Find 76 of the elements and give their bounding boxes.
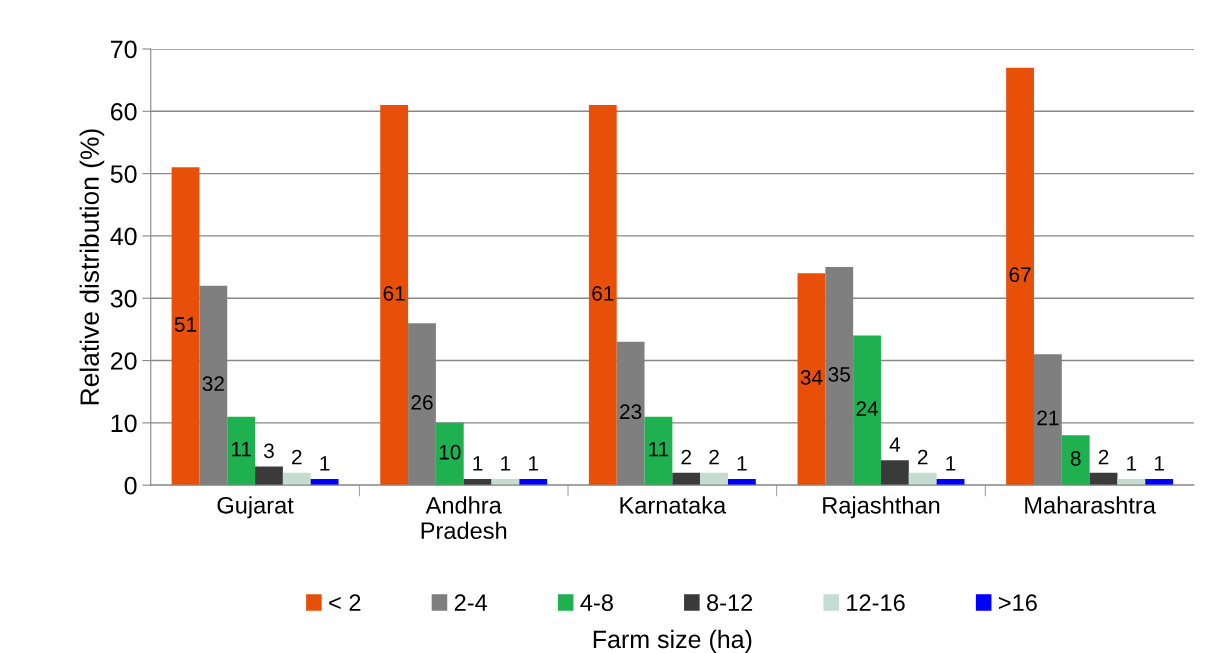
bar: [435, 422, 464, 486]
data-label: 67: [1009, 267, 1031, 283]
x-tick-label: Karnataka: [620, 496, 727, 514]
y-tick-label: 60: [111, 102, 137, 121]
bar: [1061, 435, 1090, 486]
bar: [880, 460, 909, 486]
data-label: 1: [1127, 456, 1137, 471]
bar: [700, 472, 728, 486]
data-label: 4: [889, 437, 901, 452]
legend-label: 8-12: [707, 594, 753, 612]
y-tick-label: 30: [110, 289, 137, 308]
x-axis-title: Farm size (ha): [593, 629, 752, 653]
legend-label: 2-4: [454, 594, 488, 611]
data-label: 24: [856, 401, 879, 416]
bar: [936, 478, 965, 486]
data-label: 2: [709, 449, 719, 465]
data-label: 21: [1037, 410, 1059, 426]
x-tick-label: Andhra Pradesh: [421, 496, 507, 540]
data-label: 11: [649, 441, 669, 457]
data-label: 8: [1070, 451, 1081, 466]
y-tick-label: 70: [111, 40, 137, 59]
data-label: 1: [320, 456, 330, 471]
data-label: 34: [800, 370, 823, 385]
data-label: 61: [592, 285, 614, 301]
legend-label: >16: [999, 594, 1037, 612]
data-label: 32: [202, 376, 224, 392]
bar: [1089, 472, 1118, 486]
bar: [463, 478, 492, 486]
bar: [491, 478, 520, 486]
data-label: 26: [411, 395, 433, 410]
data-label: 2: [681, 449, 691, 465]
data-label: 1: [946, 456, 956, 471]
bar: [672, 472, 701, 486]
data-label: 2: [1098, 449, 1109, 465]
bar: [227, 416, 256, 486]
data-label: 2: [917, 449, 928, 465]
data-label: 11: [231, 441, 251, 457]
bar: [1006, 67, 1034, 486]
bar: [255, 466, 283, 486]
data-label: 61: [383, 285, 405, 301]
bar: [797, 273, 826, 486]
data-label: 2: [292, 449, 302, 465]
y-axis-title: Relative distribution (%): [79, 129, 105, 405]
bar: [588, 105, 617, 486]
data-label: 23: [620, 404, 642, 420]
y-tick-label: 10: [111, 414, 137, 433]
bar: [853, 335, 881, 486]
data-label: 1: [1154, 456, 1164, 471]
bar: [519, 478, 548, 486]
y-tick-label: 0: [124, 476, 137, 495]
x-tick-label: Rajashthan: [823, 496, 940, 519]
data-label: 51: [174, 317, 197, 332]
data-label: 3: [263, 443, 274, 459]
y-tick-label: 40: [110, 227, 137, 246]
data-label: 1: [473, 456, 483, 471]
bar: [171, 167, 200, 486]
legend-label: 12-16: [847, 594, 905, 612]
data-label: 1: [501, 456, 511, 471]
x-tick-label: Gujarat: [217, 496, 294, 519]
data-label: 1: [529, 456, 539, 471]
legend-label: 4-8: [580, 594, 613, 612]
bar: [380, 105, 409, 486]
bar: [310, 478, 339, 486]
data-label: 35: [828, 366, 850, 382]
bar: [644, 416, 673, 486]
bar: [1145, 478, 1174, 486]
y-tick-label: 20: [111, 352, 137, 370]
bar: [908, 472, 937, 486]
data-label: 1: [737, 456, 747, 471]
legend-label: < 2: [329, 594, 361, 611]
bar: [1117, 478, 1146, 486]
y-tick-label: 50: [110, 165, 137, 183]
data-label: 10: [439, 444, 461, 460]
bar: [282, 472, 311, 486]
bar: [727, 478, 756, 486]
x-tick-label: Maharashtra: [1025, 496, 1156, 514]
